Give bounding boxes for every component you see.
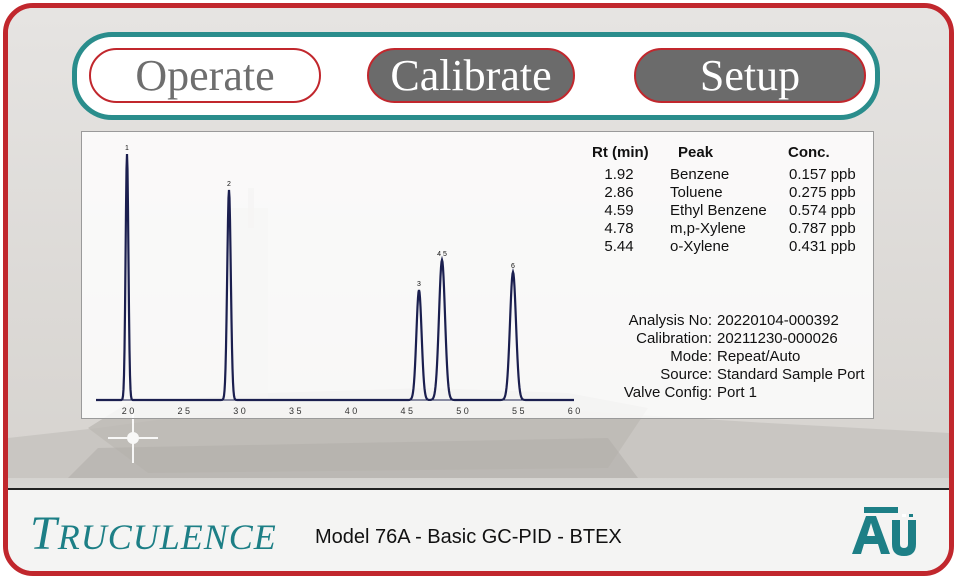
table-row: 2.86 Toluene 0.275 ppb — [592, 184, 862, 202]
conc-value: 0.787 ppb — [789, 220, 856, 237]
brand-initial: T — [30, 507, 58, 560]
analysis-panel: 2 0 2 5 3 0 3 5 4 0 4 5 5 0 5 5 6 0 1 2 3 4 5 6 Rt (m… — [81, 131, 874, 419]
conc-value: 0.157 ppb — [789, 166, 856, 183]
table-row: 5.44 o-Xylene 0.431 ppb — [592, 238, 862, 256]
footer: TRUCULENCE Model 76A - Basic GC-PID - BT… — [8, 490, 949, 571]
peak-number-label: 4 5 — [437, 251, 447, 258]
setup-button[interactable]: Setup — [634, 48, 866, 103]
footer-divider — [8, 488, 949, 490]
valve-config-value: Port 1 — [717, 384, 758, 401]
rt-value: 4.59 — [604, 202, 634, 219]
x-tick-label: 4 5 — [400, 406, 413, 416]
source-label: Source: — [660, 366, 712, 383]
analysis-number-value: 20220104-000392 — [717, 312, 839, 329]
results-table: Rt (min) Peak Conc. 1.92 Benzene 0.157 p… — [592, 144, 862, 256]
valve-config-row: Valve Config: Port 1 — [592, 384, 872, 402]
chromatogram-trace — [96, 153, 574, 402]
rt-header: Rt (min) — [592, 144, 649, 161]
x-tick-label: 6 0 — [568, 406, 581, 416]
analysis-number-row: Analysis No: 20220104-000392 — [592, 312, 872, 330]
x-tick-label: 4 0 — [345, 406, 358, 416]
x-tick-label: 3 5 — [289, 406, 302, 416]
rt-value: 4.78 — [604, 220, 634, 237]
peak-number-label: 3 — [417, 281, 421, 288]
rt-value: 1.92 — [604, 166, 634, 183]
analysis-number-label: Analysis No: — [628, 312, 712, 329]
source-value: Standard Sample Port — [717, 366, 865, 383]
conc-value: 0.275 ppb — [789, 184, 856, 201]
peak-name: m,p-Xylene — [670, 220, 746, 237]
peak-name: Ethyl Benzene — [670, 202, 767, 219]
mode-label: Mode: — [670, 348, 712, 365]
brand-rest: RUCULENCE — [57, 517, 277, 557]
x-tick-label: 3 0 — [233, 406, 246, 416]
chromatogram: 2 0 2 5 3 0 3 5 4 0 4 5 5 0 5 5 6 0 1 2 3 4 5 6 — [96, 145, 581, 416]
operate-button[interactable]: Operate — [89, 48, 321, 103]
calibration-value: 20211230-000026 — [717, 330, 838, 347]
truculence-logo: TRUCULENCE — [30, 506, 277, 561]
conc-header: Conc. — [788, 144, 830, 161]
flare-icon — [108, 413, 158, 463]
source-row: Source: Standard Sample Port — [592, 366, 872, 384]
mode-row: Mode: Repeat/Auto — [592, 348, 872, 366]
peak-number-label: 2 — [227, 181, 231, 188]
calibration-label: Calibration: — [636, 330, 712, 347]
calibrate-button[interactable]: Calibrate — [367, 48, 575, 103]
peak-name: Benzene — [670, 166, 730, 183]
app-frame: Operate Calibrate Setup 2 0 2 5 3 0 3 5 4 0 4… — [3, 3, 954, 576]
conc-value: 0.574 ppb — [789, 202, 856, 219]
nav-bar: Operate Calibrate Setup — [72, 32, 880, 120]
au-logo-icon — [852, 507, 916, 556]
analysis-info: Analysis No: 20220104-000392 Calibration… — [592, 312, 872, 402]
calibration-row: Calibration: 20211230-000026 — [592, 330, 872, 348]
model-description: Model 76A - Basic GC-PID - BTEX — [315, 526, 622, 548]
x-tick-label: 2 5 — [177, 406, 190, 416]
table-row: 4.78 m,p-Xylene 0.787 ppb — [592, 220, 862, 238]
table-row: 4.59 Ethyl Benzene 0.574 ppb — [592, 202, 862, 220]
peak-name: Toluene — [670, 184, 723, 201]
results-header: Rt (min) Peak Conc. — [592, 144, 862, 166]
peak-name: o-Xylene — [670, 238, 730, 255]
mode-value: Repeat/Auto — [717, 348, 801, 365]
x-tick-label: 5 0 — [456, 406, 469, 416]
peak-number-label: 6 — [511, 263, 515, 270]
x-tick-label: 2 0 — [122, 406, 135, 416]
rt-value: 2.86 — [604, 184, 634, 201]
valve-config-label: Valve Config: — [623, 384, 712, 401]
x-tick-label: 5 5 — [512, 406, 525, 416]
table-row: 1.92 Benzene 0.157 ppb — [592, 166, 862, 184]
rt-value: 5.44 — [604, 238, 634, 255]
peak-header: Peak — [678, 144, 714, 161]
conc-value: 0.431 ppb — [789, 238, 856, 255]
peak-number-label: 1 — [125, 145, 129, 152]
